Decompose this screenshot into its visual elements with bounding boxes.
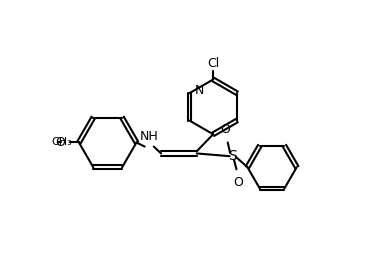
Text: CH₃: CH₃ bbox=[52, 138, 72, 147]
Text: NH: NH bbox=[139, 130, 158, 143]
Text: O: O bbox=[220, 124, 230, 136]
Text: O: O bbox=[55, 136, 65, 149]
Text: Cl: Cl bbox=[207, 57, 219, 70]
Text: S: S bbox=[228, 149, 237, 163]
Text: O: O bbox=[233, 176, 243, 189]
Text: N: N bbox=[194, 84, 204, 97]
